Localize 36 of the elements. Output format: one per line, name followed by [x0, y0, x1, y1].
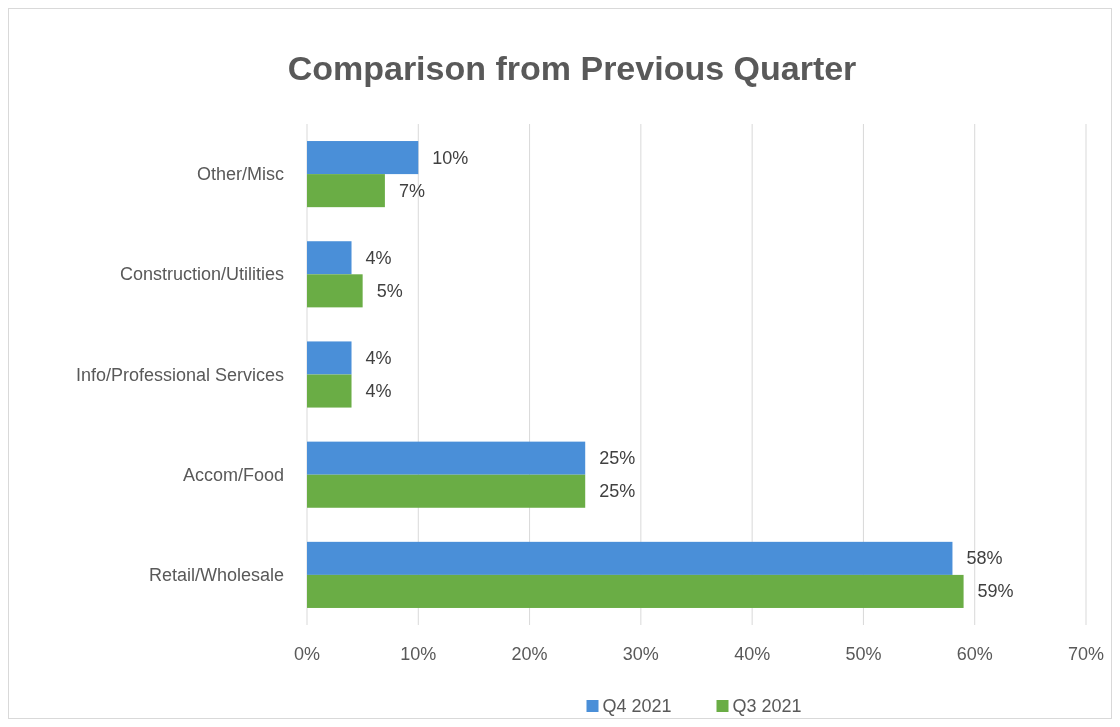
bar	[307, 441, 586, 475]
y-tick-label: Accom/Food	[182, 464, 284, 485]
x-tick-label: 30%	[622, 644, 659, 664]
legend-label: Q3 2021	[732, 696, 802, 716]
bar	[307, 374, 352, 408]
legend-label: Q4 2021	[602, 696, 672, 716]
x-tick-label: 40%	[734, 644, 771, 664]
bar	[307, 474, 586, 508]
data-label: 10%	[432, 147, 469, 168]
y-tick-label: Construction/Utilities	[119, 264, 284, 285]
x-tick-label: 0%	[293, 644, 321, 664]
data-label: 58%	[966, 548, 1003, 569]
data-label: 59%	[977, 581, 1014, 602]
bar	[307, 341, 352, 375]
x-tick-label: 70%	[1067, 644, 1105, 664]
y-tick-label: Info/Professional Services	[75, 364, 284, 385]
y-tick-label: Retail/Wholesale	[148, 564, 284, 585]
x-tick-label: 60%	[956, 644, 993, 664]
data-label: 5%	[376, 280, 403, 301]
bar	[307, 541, 953, 575]
data-label: 4%	[365, 347, 392, 368]
bar	[307, 141, 419, 175]
bar	[307, 274, 363, 308]
bar	[307, 174, 385, 208]
x-tick-label: 10%	[400, 644, 437, 664]
data-label: 4%	[365, 247, 392, 268]
bar	[307, 574, 964, 608]
x-tick-label: 20%	[511, 644, 548, 664]
data-label: 25%	[599, 448, 636, 469]
x-tick-label: 50%	[845, 644, 882, 664]
data-label: 25%	[599, 481, 636, 502]
y-tick-label: Other/Misc	[196, 164, 284, 185]
data-label: 7%	[398, 180, 425, 201]
data-label: 4%	[365, 381, 392, 402]
bar	[307, 241, 352, 275]
chart-title: Comparison from Previous Quarter	[287, 49, 857, 87]
